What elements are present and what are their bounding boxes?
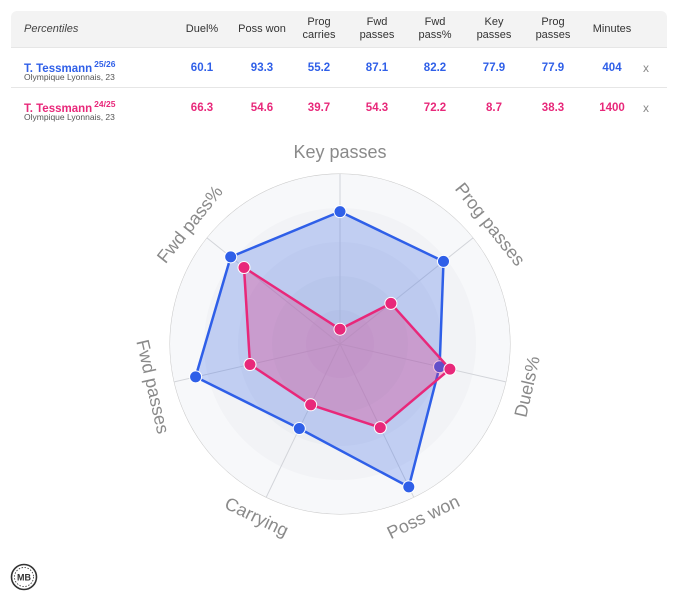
radar-spoke	[339, 343, 415, 498]
radar-point-2-5[interactable]	[304, 398, 318, 412]
header-poss-won: Poss won	[238, 22, 286, 35]
value-poss-won: 54.6	[250, 102, 274, 114]
remove-row-button[interactable]: x	[643, 61, 649, 75]
player-row-2425: T. Tessmann 24/25 Olympique Lyonnais, 23 …	[11, 87, 667, 128]
radar-point-1-7[interactable]	[224, 250, 238, 264]
season-label: 24/25	[94, 99, 116, 109]
radar-point-1-2[interactable]	[437, 254, 450, 268]
radar-spoke	[339, 343, 506, 383]
player-row-2526: T. Tessmann 25/26 Olympique Lyonnais, 23 …	[11, 47, 667, 88]
header-duel-pct: Duel%	[185, 22, 219, 35]
header-percentiles: Percentiles	[24, 22, 79, 35]
radar-series-area-1	[194, 210, 445, 489]
mb-logo: MB	[10, 563, 38, 591]
radar-spoke	[265, 343, 341, 498]
player-name-text: T. Tessmann	[24, 102, 93, 115]
value-minutes: 1400	[599, 102, 625, 114]
season-label: 25/26	[94, 59, 116, 69]
player-name-text: T. Tessmann	[24, 62, 93, 75]
value-key-passes: 77.9	[482, 62, 506, 74]
header-fwd-passes: Fwd passes	[359, 16, 395, 41]
value-fwd-pass-pct: 82.2	[423, 62, 447, 74]
radar-point-2-1[interactable]	[333, 322, 347, 336]
radar-background	[169, 173, 511, 515]
value-poss-won: 93.3	[250, 62, 274, 74]
radar-point-1-6[interactable]	[189, 370, 203, 384]
value-minutes: 404	[602, 62, 622, 74]
player-name: T. Tessmann 24/25	[24, 99, 115, 115]
remove-row-button[interactable]: x	[643, 101, 649, 115]
radar-spoke	[339, 237, 474, 345]
radar-point-2-7[interactable]	[237, 261, 251, 274]
radar-point-1-1[interactable]	[333, 205, 347, 219]
value-prog-passes: 38.3	[541, 102, 565, 114]
header-minutes: Minutes	[592, 22, 632, 35]
radar-point-2-4[interactable]	[373, 421, 387, 435]
radar-point-1-4[interactable]	[402, 480, 416, 494]
header-key-passes: Key passes	[476, 16, 512, 41]
radar-point-2-6[interactable]	[243, 358, 257, 371]
logo-text: MB	[17, 573, 31, 583]
radar-series-area-2	[242, 266, 452, 429]
player-name: T. Tessmann 25/26	[24, 59, 115, 75]
value-prog-carries: 39.7	[307, 102, 331, 114]
axis-label-key-passes: Key passes	[293, 142, 386, 162]
radar-point-1-5[interactable]	[292, 422, 306, 435]
player-team: Olympique Lyonnais, 23	[24, 112, 115, 122]
player-team: Olympique Lyonnais, 23	[24, 72, 115, 82]
value-key-passes: 8.7	[486, 102, 502, 114]
value-duel-pct: 66.3	[190, 102, 214, 114]
value-prog-carries: 55.2	[307, 62, 331, 74]
axis-label-duels-: Duels%	[511, 354, 544, 419]
radar-point-2-2[interactable]	[384, 296, 398, 310]
value-fwd-passes: 87.1	[365, 62, 389, 74]
header-prog-carries: Prog carries	[302, 16, 336, 41]
value-fwd-passes: 54.3	[365, 102, 389, 114]
axis-label-fwd-passes: Fwd passes	[132, 338, 173, 436]
percentiles-table: Percentiles Duel% Poss won Prog carries …	[11, 11, 667, 129]
header-fwd-pass-pct: Fwd pass%	[418, 16, 452, 41]
value-prog-passes: 77.9	[541, 62, 565, 74]
table-header: Percentiles Duel% Poss won Prog carries …	[11, 11, 667, 47]
header-prog-passes: Prog passes	[535, 16, 571, 41]
value-duel-pct: 60.1	[190, 62, 214, 74]
radar-series	[189, 205, 457, 494]
value-fwd-pass-pct: 72.2	[423, 102, 447, 114]
radar-point-2-3[interactable]	[443, 362, 457, 376]
